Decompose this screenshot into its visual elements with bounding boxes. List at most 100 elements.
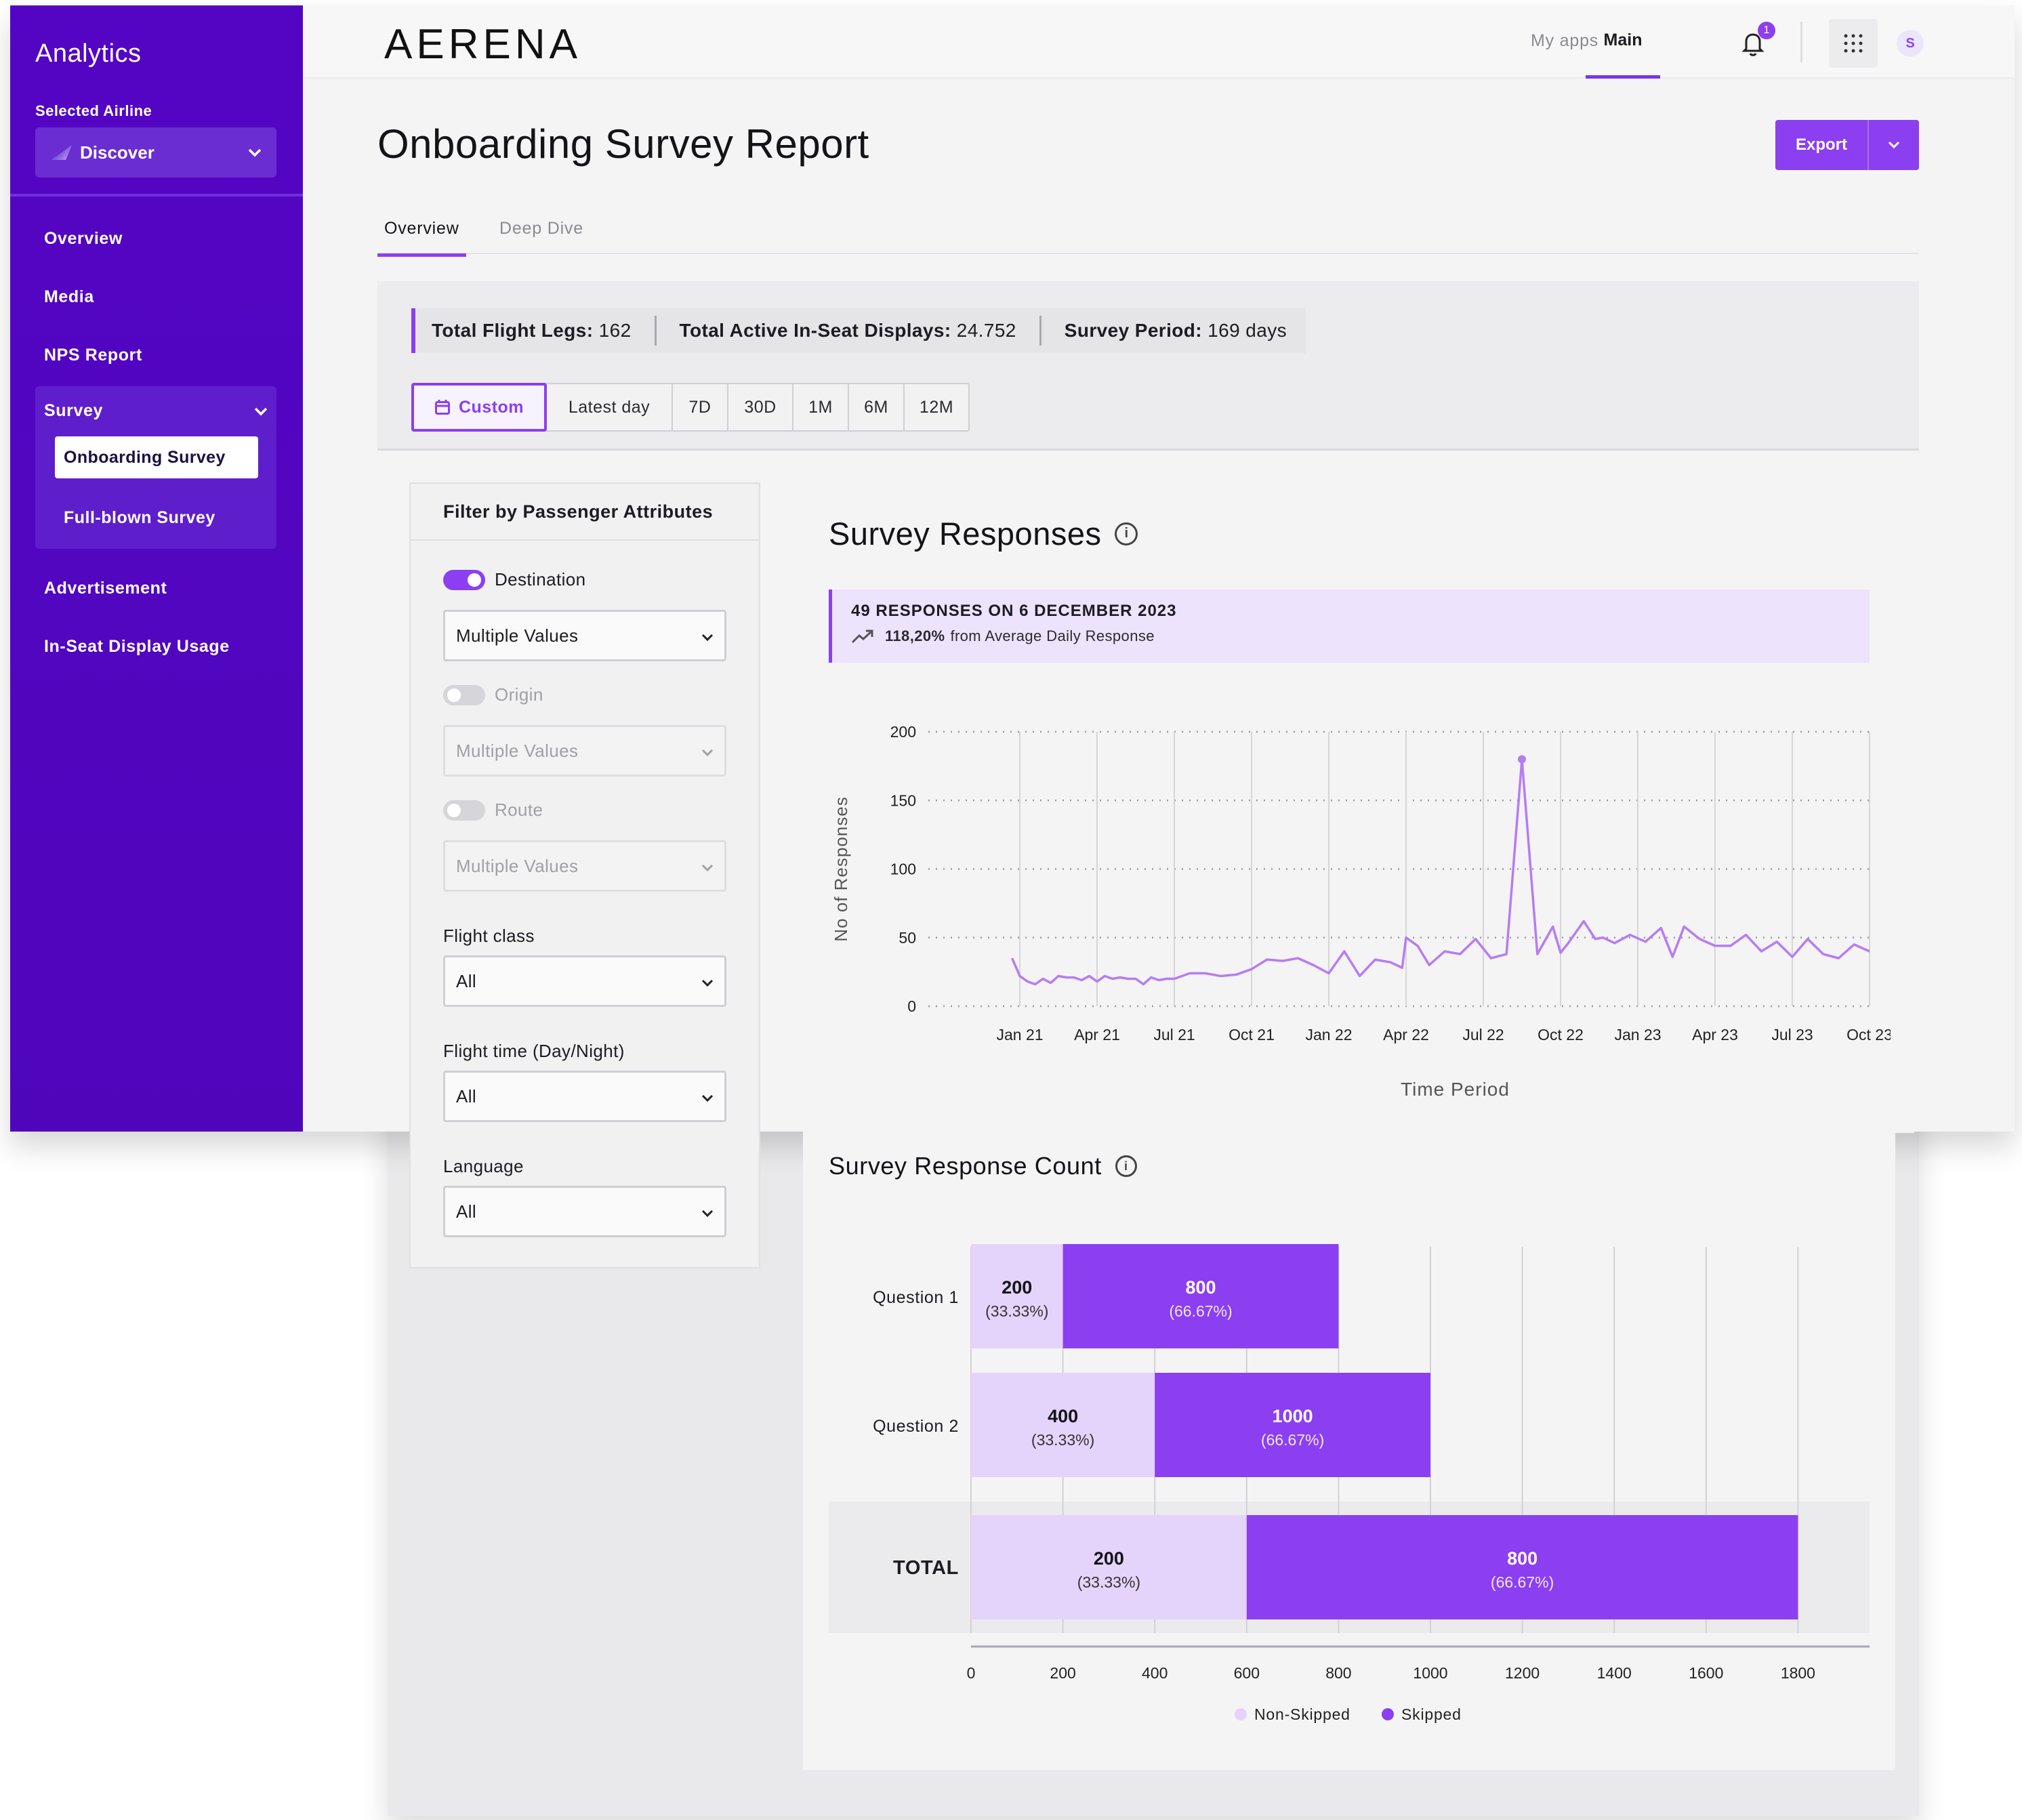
destination-label: Destination — [495, 569, 586, 590]
sidebar-group-survey: Survey Onboarding Survey Full-blown Surv… — [35, 386, 276, 549]
chevron-down-icon — [254, 401, 268, 421]
chevron-down-icon — [701, 971, 714, 992]
destination-toggle-row: Destination — [443, 569, 585, 590]
bell-icon[interactable] — [1738, 28, 1768, 58]
bar-skipped — [1062, 1244, 1339, 1348]
y-tick-label: 0 — [907, 997, 916, 1015]
top-bar: AERENA My apps Main 1 S — [303, 5, 2015, 79]
origin-toggle[interactable] — [443, 684, 485, 705]
flight-class-select[interactable]: All — [443, 955, 726, 1007]
range-custom-button[interactable]: Custom — [411, 383, 547, 432]
survey-responses-chart: 0 50 100 150 200 Jan 21 Apr 21 Jul 21 Oct 21 Jan … — [831, 723, 1891, 1100]
bar-category-label: Question 1 — [873, 1288, 959, 1307]
nav-my-apps[interactable]: My apps — [1531, 31, 1599, 50]
x-tick-label: 600 — [1234, 1664, 1260, 1682]
x-tick-label: Jul 23 — [1771, 1026, 1813, 1043]
tab-bar: Overview Deep Dive — [377, 207, 1919, 257]
tab-deep-dive[interactable]: Deep Dive — [499, 219, 583, 238]
range-latest-day-button[interactable]: Latest day — [547, 384, 673, 430]
x-tick-label: Oct 23 — [1846, 1026, 1891, 1043]
nav-separator — [1800, 22, 1802, 62]
legend-swatch-non-skipped — [1235, 1708, 1247, 1720]
responses-line — [1010, 758, 1870, 986]
filter-panel: Filter by Passenger Attributes Destinati… — [409, 482, 760, 1268]
tab-overview[interactable]: Overview — [377, 219, 466, 257]
app-title: Analytics — [35, 39, 142, 68]
sidebar-item-nps-report[interactable]: NPS Report — [44, 346, 142, 365]
range-1m-button[interactable]: 1M — [793, 384, 849, 430]
x-tick-label: Jul 21 — [1153, 1026, 1195, 1043]
chart-title: Survey Responses — [829, 516, 1102, 552]
sidebar-item-media[interactable]: Media — [44, 287, 94, 306]
avatar[interactable]: S — [1897, 30, 1924, 57]
calendar-icon — [434, 399, 451, 415]
sidebar-item-overview[interactable]: Overview — [44, 229, 123, 248]
flight-time-select[interactable]: All — [443, 1071, 726, 1122]
sidebar-subitem-full-blown-survey[interactable]: Full-blown Survey — [64, 508, 215, 527]
bar-percent-label: (33.33%) — [985, 1302, 1048, 1320]
bar-skipped — [1246, 1515, 1798, 1619]
route-select[interactable]: Multiple Values — [443, 840, 726, 892]
peak-point — [1518, 755, 1526, 764]
x-tick-label: 800 — [1325, 1664, 1351, 1682]
highlight-change: 118,20% from Average Daily Response — [851, 627, 1155, 645]
bar-category-label: TOTAL — [893, 1557, 959, 1579]
bar-non-skipped — [971, 1244, 1063, 1348]
change-value: 118,20% — [885, 627, 945, 644]
range-30d-button[interactable]: 30D — [728, 384, 793, 430]
apps-grid-icon[interactable] — [1829, 19, 1878, 68]
destination-toggle[interactable] — [443, 569, 485, 590]
survey-response-count-chart: Question 1 200 (33.33%) 800 (66.67%) Question… — [829, 1244, 1870, 1723]
route-value: Multiple Values — [456, 855, 579, 876]
sidebar-item-survey[interactable]: Survey — [44, 401, 268, 421]
airline-label: Selected Airline — [35, 102, 152, 119]
route-toggle[interactable] — [443, 800, 485, 821]
legend-swatch-skipped — [1382, 1708, 1394, 1720]
stat-flight-legs: Total Flight Legs: 162 — [432, 320, 632, 341]
origin-select[interactable]: Multiple Values — [443, 725, 726, 777]
stat-divider — [654, 316, 657, 346]
origin-value: Multiple Values — [456, 740, 579, 761]
stat-in-seat-displays: Total Active In-Seat Displays: 24.752 — [679, 320, 1016, 341]
bar-value-label: 800 — [1185, 1277, 1216, 1298]
x-tick-label: Jan 21 — [996, 1026, 1043, 1043]
language-value: All — [456, 1201, 477, 1222]
bar-percent-label: (66.67%) — [1491, 1573, 1554, 1591]
language-select[interactable]: All — [443, 1186, 726, 1237]
x-tick-label: 1800 — [1781, 1664, 1815, 1682]
range-7d-button[interactable]: 7D — [673, 384, 728, 430]
info-icon[interactable]: i — [1115, 522, 1138, 545]
route-toggle-row: Route — [443, 800, 543, 821]
sidebar-item-in-seat-display-usage[interactable]: In-Seat Display Usage — [44, 637, 230, 656]
info-icon[interactable]: i — [1115, 1155, 1137, 1177]
flight-class-value: All — [456, 970, 477, 991]
highlight-title: 49 RESPONSES ON 6 DECEMBER 2023 — [851, 602, 1177, 620]
range-12m-button[interactable]: 12M — [919, 397, 954, 417]
aerena-logo: AERENA — [384, 21, 581, 68]
range-6m-button[interactable]: 6M — [849, 384, 905, 430]
destination-select[interactable]: Multiple Values — [443, 610, 726, 661]
bar-percent-label: (33.33%) — [1031, 1431, 1094, 1449]
bar-percent-label: (33.33%) — [1077, 1573, 1140, 1591]
chevron-down-icon[interactable] — [1869, 120, 1919, 170]
x-tick-label: 1600 — [1689, 1664, 1723, 1682]
chevron-down-icon — [701, 741, 714, 762]
export-button[interactable]: Export — [1775, 120, 1919, 170]
sidebar-item-advertisement[interactable]: Advertisement — [44, 579, 167, 598]
sidebar: Analytics Selected Airline Discover Over… — [10, 5, 303, 1132]
flight-time-value: All — [456, 1085, 477, 1107]
airline-selector[interactable]: Discover — [35, 127, 276, 178]
bar-percent-label: (66.67%) — [1169, 1302, 1232, 1320]
bar-non-skipped — [971, 1515, 1247, 1619]
nav-main[interactable]: Main — [1586, 5, 1660, 79]
x-tick-label: Jan 23 — [1614, 1026, 1661, 1043]
stat-survey-period: Survey Period: 169 days — [1064, 320, 1287, 341]
sidebar-subitem-onboarding-survey[interactable]: Onboarding Survey — [55, 436, 258, 478]
legend-label: Skipped — [1401, 1705, 1462, 1723]
x-tick-label: Oct 21 — [1229, 1026, 1275, 1043]
x-tick-label: Jul 22 — [1462, 1026, 1504, 1043]
x-tick-label: 400 — [1142, 1664, 1168, 1682]
bar-value-label: 200 — [1094, 1548, 1124, 1569]
change-text: from Average Daily Response — [950, 627, 1155, 644]
y-tick-label: 50 — [899, 929, 916, 947]
